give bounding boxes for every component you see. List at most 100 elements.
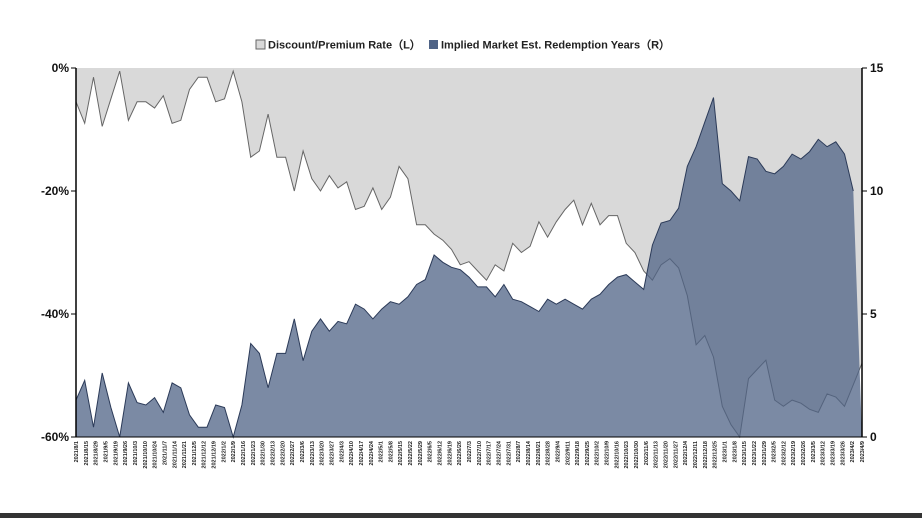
- x-tick-label: 2022/7/17: [487, 441, 493, 465]
- x-tick-label: 2021/11/14: [172, 440, 178, 468]
- x-tick-label: 2022/7/3: [467, 441, 473, 462]
- x-tick-label: 2023/1/15: [742, 441, 748, 465]
- x-tick-label: 2021/9/5: [104, 441, 110, 462]
- x-tick-label: 2022/4/10: [349, 441, 355, 465]
- x-tick-label: 2022/7/31: [506, 441, 512, 465]
- x-tick-label: 2022/5/8: [388, 441, 394, 462]
- x-tick-label: 2022/11/27: [673, 441, 679, 468]
- bottom-strip: [0, 513, 922, 518]
- x-tick-label: 2023/1/29: [762, 441, 768, 465]
- x-tick-label: 2021/11/21: [182, 441, 188, 468]
- legend-swatch-redemption: [429, 40, 438, 49]
- x-tick-label: 2022/6/5: [428, 441, 434, 462]
- x-tick-label: 2023/1/8: [732, 441, 738, 462]
- x-tick-label: 2022/10/30: [634, 441, 640, 469]
- x-tick-label: 2022/7/24: [497, 440, 503, 465]
- legend: Discount/Premium Rate（L） Implied Market …: [255, 39, 670, 52]
- redemption-line: [75, 97, 854, 439]
- x-tick-label: 2022/4/17: [359, 441, 365, 465]
- x-tick-label: 2021/12/12: [202, 441, 208, 469]
- x-tick-label: 2022/10/23: [624, 441, 630, 469]
- x-tick-label: 2022/8/28: [546, 441, 552, 465]
- x-tick-label: 2022/11/20: [664, 441, 670, 468]
- x-tick-label: 2022/3/6: [300, 441, 306, 462]
- x-tick-label: 2021/8/1: [74, 441, 80, 462]
- x-tick-label: 2023/2/19: [791, 441, 797, 465]
- x-tick-label: 2022/10/9: [605, 441, 611, 465]
- x-tick-label: 2023/2/26: [801, 441, 807, 465]
- x-axis-ticks: 2021/8/1 2021/8/15 2021/8/29 2021/9/5 2021/9…: [74, 440, 866, 469]
- left-axis-ticks: 0% -20% -40% -60%: [41, 61, 76, 444]
- discount-area: [76, 68, 862, 437]
- x-tick-label: 2022/1/23: [251, 441, 257, 465]
- x-tick-label: 2022/2/27: [290, 441, 296, 465]
- left-tick-label: 0%: [52, 61, 70, 75]
- x-tick-label: 2022/1/16: [241, 441, 247, 465]
- legend-label-redemption: Implied Market Est. Redemption Years（R）: [441, 39, 670, 52]
- x-tick-label: 2022/12/18: [703, 441, 709, 469]
- x-tick-label: 2022/2/20: [280, 441, 286, 465]
- x-tick-label: 2023/2/5: [772, 441, 778, 462]
- x-tick-label: 2021/8/15: [84, 441, 90, 465]
- redemption-area-layer: [75, 97, 862, 439]
- legend-swatch-discount: [255, 39, 266, 50]
- left-tick-label: -60%: [41, 430, 69, 444]
- x-tick-label: 2022/9/18: [575, 441, 581, 465]
- x-tick-label: 2022/8/21: [536, 441, 542, 465]
- x-tick-label: 2022/10/16: [614, 441, 620, 469]
- x-tick-label: 2022/6/19: [447, 441, 453, 465]
- x-tick-label: 2022/9/11: [565, 441, 571, 465]
- x-tick-label: 2021/10/24: [153, 440, 159, 468]
- x-tick-label: 2022/12/4: [683, 440, 689, 465]
- x-tick-label: 2023/1/22: [752, 441, 758, 465]
- x-tick-label: 2021/12/19: [212, 441, 218, 469]
- x-tick-label: 2023/4/9: [860, 441, 866, 462]
- x-tick-label: 2021/10/3: [133, 441, 139, 465]
- x-tick-label: 2021/9/19: [113, 441, 119, 465]
- x-tick-label: 2022/12/11: [693, 441, 699, 468]
- x-tick-label: 2023/2/12: [781, 441, 787, 465]
- x-tick-label: 2022/10/2: [595, 441, 601, 465]
- x-tick-label: 2022/8/14: [526, 440, 532, 465]
- x-tick-label: 2022/11/13: [654, 441, 660, 468]
- x-tick-label: 2022/1/9: [231, 441, 237, 462]
- x-tick-label: 2022/6/26: [457, 441, 463, 465]
- x-tick-label: 2022/5/22: [408, 441, 414, 465]
- x-tick-label: 2021/11/7: [162, 441, 168, 465]
- x-tick-label: 2022/7/10: [477, 441, 483, 465]
- x-tick-label: 2021/9/26: [123, 441, 129, 465]
- x-tick-label: 2023/1/1: [723, 441, 729, 462]
- legend-label-discount: Discount/Premium Rate（L）: [268, 39, 421, 52]
- x-tick-label: 2022/1/30: [261, 441, 267, 465]
- left-tick-label: -20%: [41, 184, 69, 198]
- x-tick-label: 2022/2/13: [271, 441, 277, 465]
- x-tick-label: 2022/5/15: [398, 441, 404, 465]
- x-tick-label: 2022/5/29: [418, 441, 424, 465]
- x-tick-label: 2022/8/7: [516, 441, 522, 462]
- x-tick-label: 2022/11/6: [644, 441, 650, 465]
- right-tick-label: 10: [870, 184, 884, 198]
- x-tick-label: 2022/4/24: [369, 440, 375, 465]
- left-tick-label: -40%: [41, 307, 69, 321]
- x-tick-label: 2021/8/29: [94, 441, 100, 465]
- x-tick-label: 2022/3/13: [310, 441, 316, 465]
- x-tick-label: 2022/4/3: [339, 441, 345, 462]
- x-tick-label: 2022/3/20: [320, 441, 326, 465]
- x-tick-label: 2022/12/25: [713, 441, 719, 469]
- axes: [75, 68, 863, 438]
- x-tick-label: 2022/1/2: [221, 441, 227, 462]
- x-tick-label: 2022/5/1: [379, 441, 385, 462]
- x-tick-label: 2023/3/5: [811, 441, 817, 462]
- x-tick-label: 2022/9/25: [585, 441, 591, 465]
- right-tick-label: 5: [870, 307, 877, 321]
- x-tick-label: 2023/3/12: [821, 441, 827, 465]
- x-tick-label: 2022/6/12: [438, 441, 444, 465]
- x-tick-label: 2022/3/27: [329, 441, 335, 465]
- redemption-area: [76, 97, 862, 437]
- x-tick-label: 2021/10/10: [143, 441, 149, 469]
- x-tick-label: 2021/12/5: [192, 441, 198, 465]
- x-tick-label: 2023/4/2: [850, 441, 856, 462]
- x-tick-label: 2022/9/4: [555, 440, 561, 462]
